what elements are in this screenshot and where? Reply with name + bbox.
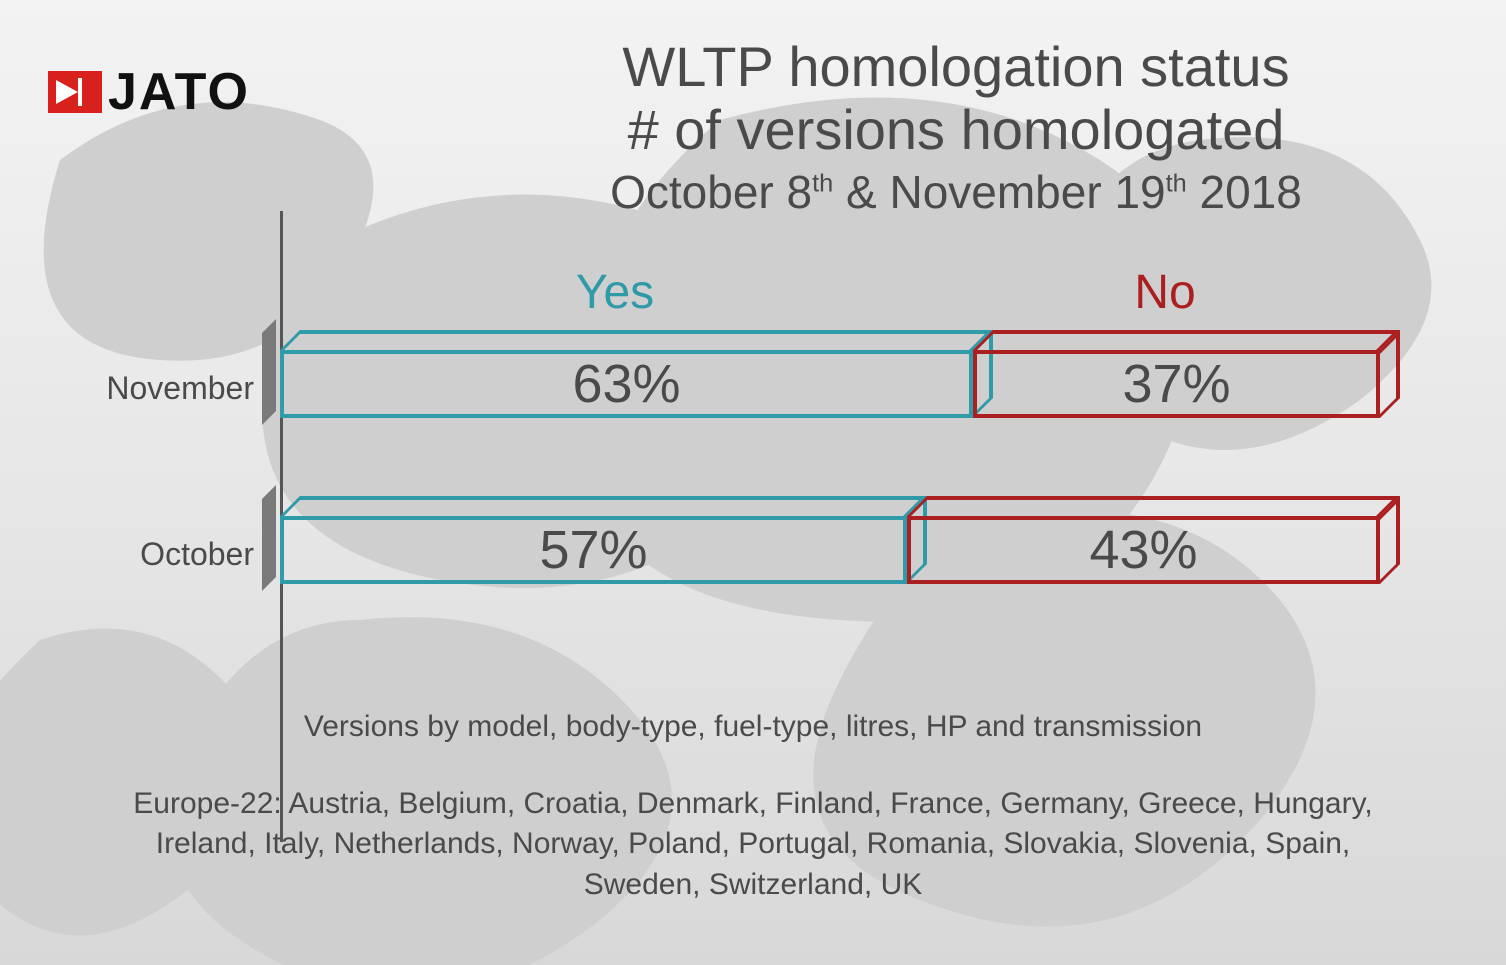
logo-text: JATO: [108, 62, 250, 122]
legend-yes: Yes: [305, 265, 925, 320]
row-label: October: [90, 536, 280, 573]
bar-segment-no: 43%: [907, 516, 1380, 584]
chart-row: November 63% 37%: [90, 340, 1430, 436]
headline-line1: WLTP homologation status: [476, 36, 1436, 99]
logo-mark-icon: [48, 71, 102, 113]
bar: 63% 37%: [280, 340, 1430, 436]
bar-end-cap: [262, 485, 276, 591]
footnote-versions: Versions by model, body-type, fuel-type,…: [0, 710, 1506, 744]
bar-value: 37%: [1122, 353, 1230, 415]
bar-segment-no: 37%: [973, 350, 1380, 418]
homologation-chart: Yes No November 63% 37% October 57% 43%: [90, 265, 1430, 672]
footnote-countries: Europe-22: Austria, Belgium, Croatia, De…: [0, 784, 1506, 906]
chart-row: October 57% 43%: [90, 506, 1430, 602]
bar-end-cap: [262, 319, 276, 425]
bar-segment-yes: 57%: [280, 516, 907, 584]
row-label: November: [90, 370, 280, 407]
footnotes: Versions by model, body-type, fuel-type,…: [0, 710, 1506, 906]
brand-logo: JATO: [48, 62, 250, 122]
bar-segment-yes: 63%: [280, 350, 973, 418]
bar-value: 63%: [572, 353, 680, 415]
headline-line3: October 8th & November 19th 2018: [476, 167, 1436, 219]
bar-value: 43%: [1089, 519, 1197, 581]
legend-no: No: [925, 265, 1405, 320]
bar: 57% 43%: [280, 506, 1430, 602]
bar-value: 57%: [539, 519, 647, 581]
chart-legend: Yes No: [280, 265, 1430, 320]
headline-line2: # of versions homologated: [476, 99, 1436, 162]
headline: WLTP homologation status # of versions h…: [476, 36, 1436, 219]
